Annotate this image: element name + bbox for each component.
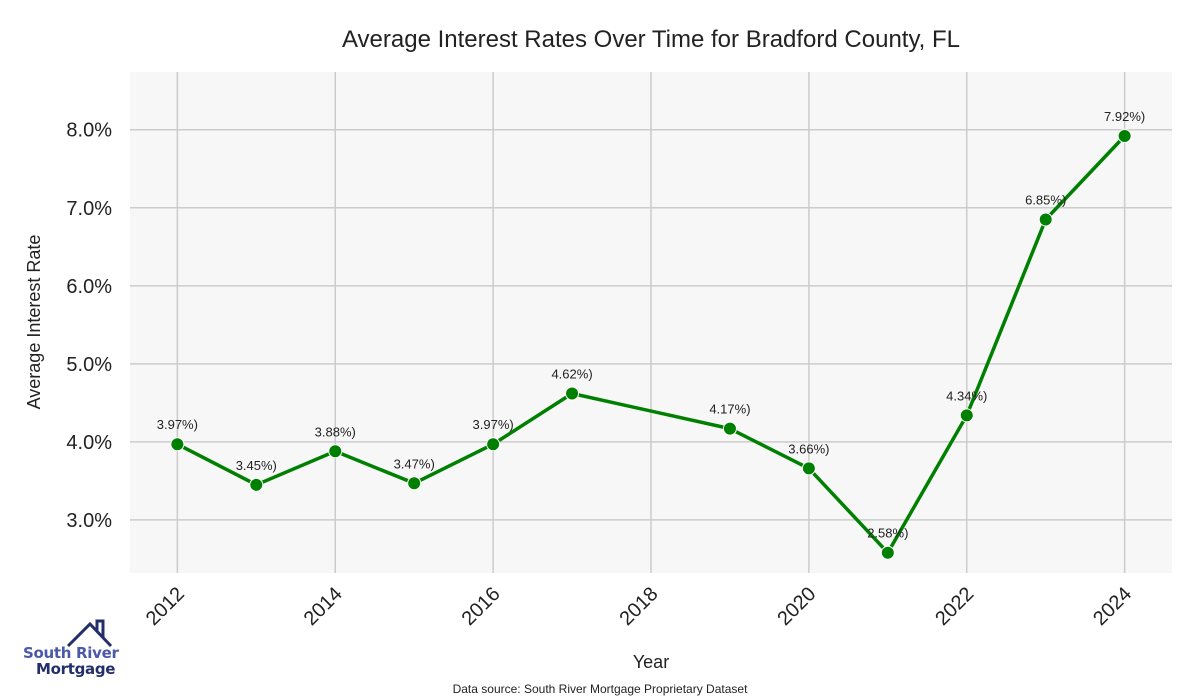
y-tick-label: 8.0% [66,120,112,142]
data-point [959,408,974,423]
data-label: 3.45%) [236,458,277,473]
x-tick-label: 2018 [616,583,663,630]
data-label: 3.97%) [157,417,198,432]
data-point [249,477,264,492]
x-axis-label: Year [633,652,669,672]
y-tick-label: 5.0% [66,354,112,376]
company-logo: South River Mortgage [18,618,119,682]
y-tick-label: 6.0% [66,276,112,298]
data-label: 3.47%) [394,456,435,471]
data-source-note: Data source: South River Mortgage Propri… [453,682,748,696]
y-tick-label: 3.0% [66,510,112,532]
data-point [1117,128,1132,143]
data-label: 4.34%) [946,388,987,403]
house-roof-icon [66,619,113,648]
data-point [170,437,185,452]
data-label: 4.62%) [551,367,592,382]
data-point [486,437,501,452]
chart-title: Average Interest Rates Over Time for Bra… [342,26,960,53]
x-tick-label: 2014 [300,583,347,630]
y-tick-label: 7.0% [66,198,112,220]
data-point [801,461,816,476]
y-tick-label: 4.0% [66,432,112,454]
data-label: 6.85%) [1025,192,1066,207]
data-label: 3.97%) [473,417,514,432]
data-label: 4.17%) [709,402,750,417]
data-label: 2.58%) [867,526,908,541]
data-label: 3.88%) [315,424,356,439]
data-point [1038,212,1053,227]
data-point [565,386,580,401]
logo-text-line1: South River [23,644,119,662]
x-tick-label: 2016 [458,583,505,630]
data-point [722,421,737,436]
data-label: 7.92%) [1104,109,1145,124]
y-axis-label: Average Interest Rate [24,235,44,410]
series-line [176,134,1126,555]
x-tick-label: 2020 [773,583,820,630]
x-tick-label: 2022 [931,583,978,630]
data-point [407,476,422,491]
x-tick-label: 2024 [1089,583,1136,630]
data-point [880,545,895,560]
x-tick-label: 2012 [142,583,189,630]
logo-text-line2: Mortgage [36,660,116,678]
data-label: 3.66%) [788,441,829,456]
data-point [328,444,343,459]
